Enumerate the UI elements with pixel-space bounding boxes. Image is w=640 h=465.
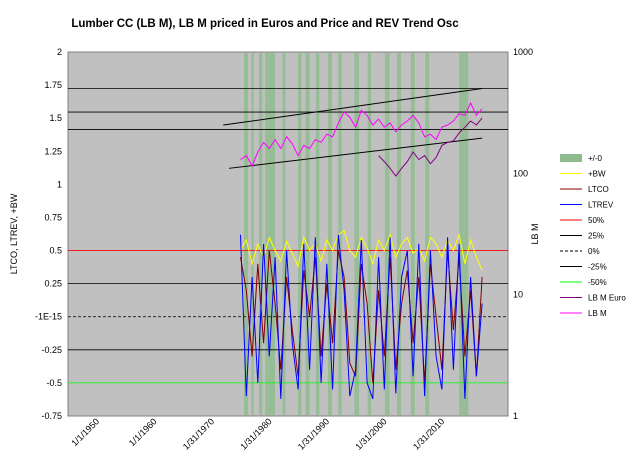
left-axis: 2 1.75 1.5 1.25 1 0.75 0.5 0.25 -1E-15 -0.25 -0.5 -… — [35, 47, 62, 421]
legend-label: 25% — [588, 232, 604, 241]
legend-label: -25% — [588, 263, 607, 272]
legend-item--50-: -50% — [560, 278, 607, 287]
neutral-band-6 — [305, 53, 310, 415]
x-axis: 1/1/1950 1/1/1960 1/31/1970 1/31/1980 1/31/1… — [69, 416, 446, 451]
neutral-band-14 — [410, 53, 415, 415]
legend-label: 0% — [588, 247, 600, 256]
legend-label: +BW — [588, 170, 606, 179]
chart-title: Lumber CC (LB M), LB M priced in Euros a… — [71, 18, 459, 30]
legend-label: LB M — [588, 309, 607, 318]
legend-item-50-: 50% — [560, 216, 604, 225]
legend-item-25-: 25% — [560, 232, 604, 241]
legend-label: LB M Euro — [588, 294, 626, 303]
legend-item-0-: 0% — [560, 247, 600, 256]
neutral-band-12 — [384, 53, 390, 415]
legend-label: -50% — [588, 278, 607, 287]
neutral-band-1 — [251, 53, 254, 415]
y-tick-label: -0.25 — [41, 345, 62, 355]
legend-item--bw: +BW — [560, 170, 606, 179]
legend-item-lb-m-euro: LB M Euro — [560, 294, 626, 303]
trend-channel-lower — [228, 137, 483, 169]
x-tick-label: 1/31/2010 — [411, 416, 446, 451]
neutral-band-15 — [425, 53, 430, 415]
legend-label: LTCO — [588, 185, 609, 194]
y2-tick-label: 1000 — [513, 47, 533, 57]
y-tick-label: 0.75 — [44, 212, 62, 222]
y2-tick-label: 1 — [513, 411, 518, 421]
legend-item-lb-m: LB M — [560, 309, 607, 318]
trend-channel-upper — [223, 88, 483, 126]
series-line-ltrev — [240, 234, 483, 399]
y-tick-label: -0.75 — [41, 411, 62, 421]
x-tick-label: 1/31/1980 — [238, 416, 273, 451]
y2-tick-label: 100 — [513, 168, 528, 178]
neutral-band-0 — [244, 53, 249, 415]
neutral-band-10 — [354, 53, 360, 415]
neutral-bands — [244, 53, 469, 415]
x-tick-label: 1/1/1950 — [69, 416, 101, 448]
y-tick-label: 1.5 — [49, 113, 62, 123]
neutral-band-4 — [282, 53, 286, 415]
y-tick-label: -1E-15 — [35, 312, 62, 322]
y-tick-label: 2 — [57, 47, 62, 57]
neutral-band-3 — [265, 53, 276, 415]
series-line-ltco — [240, 250, 483, 383]
neutral-band-8 — [327, 53, 332, 415]
y-tick-label: 0.5 — [49, 246, 62, 256]
right-axis-label: LB M — [530, 223, 540, 244]
legend-item-ltco: LTCO — [560, 185, 609, 194]
gridlines — [68, 88, 508, 384]
legend-item--25-: -25% — [560, 263, 607, 272]
neutral-band-16 — [459, 53, 469, 415]
neutral-band-7 — [315, 53, 320, 415]
y-tick-label: 1 — [57, 179, 62, 189]
x-tick-label: 1/31/1990 — [296, 416, 331, 451]
y-tick-label: 1.25 — [44, 146, 62, 156]
legend: +/-0 +BW LTCO LTREV 50% 25% 0% -25% -50% LB M Eur… — [560, 154, 626, 318]
neutral-band-5 — [298, 53, 302, 415]
legend-label: 50% — [588, 216, 604, 225]
x-tick-label: 1/31/1970 — [181, 416, 216, 451]
series-line-lb-m-euro — [378, 117, 483, 177]
y-tick-label: -0.5 — [46, 378, 62, 388]
neutral-band-13 — [396, 53, 402, 415]
legend-label: +/-0 — [588, 154, 603, 163]
legend-item-ltrev: LTREV — [560, 201, 614, 210]
series-line-lb-m — [240, 101, 483, 168]
x-tick-label: 1/31/2000 — [353, 416, 388, 451]
neutral-band-2 — [258, 53, 263, 415]
y-tick-label: 1.75 — [44, 80, 62, 90]
neutral-band-11 — [367, 53, 372, 415]
y-tick-label: 0.25 — [44, 279, 62, 289]
left-axis-label: LTCO, LTREV, +BW — [9, 193, 19, 274]
legend-item--0: +/-0 — [560, 154, 603, 163]
series-line--bw — [240, 229, 483, 271]
legend-label: LTREV — [588, 201, 614, 210]
series-lines — [240, 101, 483, 399]
legend-swatch — [560, 154, 582, 162]
right-axis: 1000 100 10 1 — [513, 47, 533, 421]
y2-tick-label: 10 — [513, 290, 523, 300]
x-tick-label: 1/1/1960 — [127, 416, 159, 448]
plot-area — [67, 51, 509, 417]
